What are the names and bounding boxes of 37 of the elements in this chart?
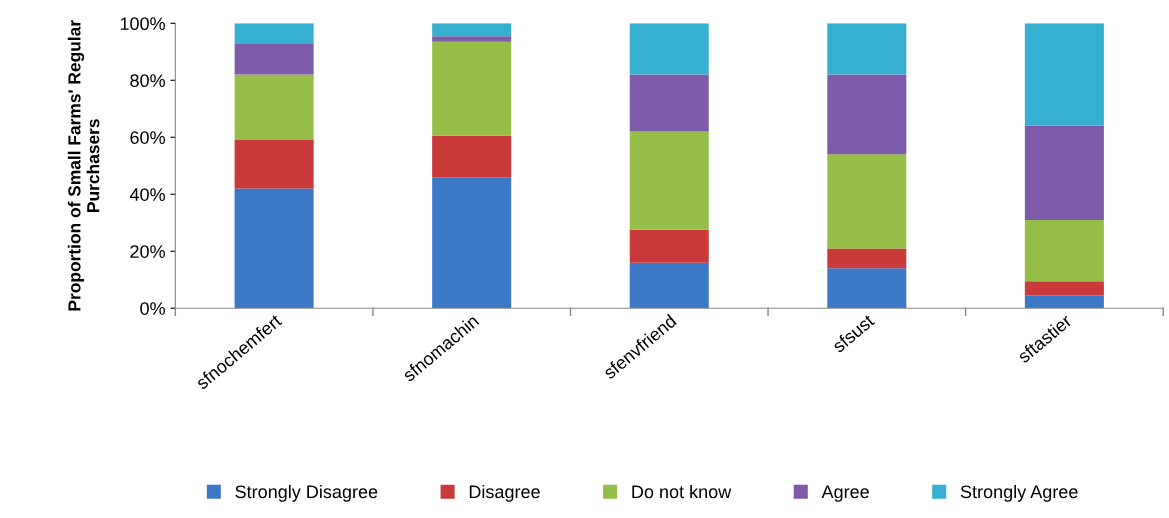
- legend-label: Do not know: [632, 484, 732, 499]
- legend-label: Agree: [821, 485, 869, 502]
- y-tick-label: 60%: [130, 131, 165, 144]
- bar: [1024, 23, 1104, 126]
- bar: [1024, 219, 1104, 282]
- bar: [432, 135, 512, 178]
- bar: [234, 188, 314, 309]
- y-tick-label: 40%: [129, 188, 165, 201]
- bar: [234, 74, 314, 141]
- bar: [234, 43, 314, 75]
- legend-label: Disagree: [469, 484, 540, 502]
- y-axis-title: Proportion of Small Farms' Regular Purchasers: [67, 20, 100, 311]
- bar: [1024, 125, 1104, 220]
- y-tick-label: 0%: [140, 302, 165, 315]
- bar: [827, 268, 907, 309]
- y-tick-label: 20%: [130, 245, 165, 258]
- bar: [827, 248, 907, 269]
- bar: [629, 23, 709, 75]
- bar: [432, 36, 512, 42]
- y-tick-label: 100%: [120, 17, 165, 31]
- bar: [629, 229, 709, 263]
- bar: [234, 23, 314, 44]
- bar: [432, 41, 512, 136]
- bar: [629, 74, 709, 132]
- bar: [629, 131, 709, 230]
- bar: [432, 177, 512, 309]
- bar: [629, 262, 709, 309]
- bar: [432, 23, 512, 37]
- legend-label: Strongly Agree: [960, 484, 1078, 502]
- bar: [827, 154, 907, 249]
- legend-label: Strongly Disagree: [235, 484, 378, 502]
- bar: [827, 74, 907, 155]
- bar: [827, 23, 907, 75]
- bar: [234, 140, 314, 189]
- bar: [1024, 295, 1104, 309]
- bar: [1024, 281, 1104, 296]
- y-tick-label: 80%: [130, 74, 165, 88]
